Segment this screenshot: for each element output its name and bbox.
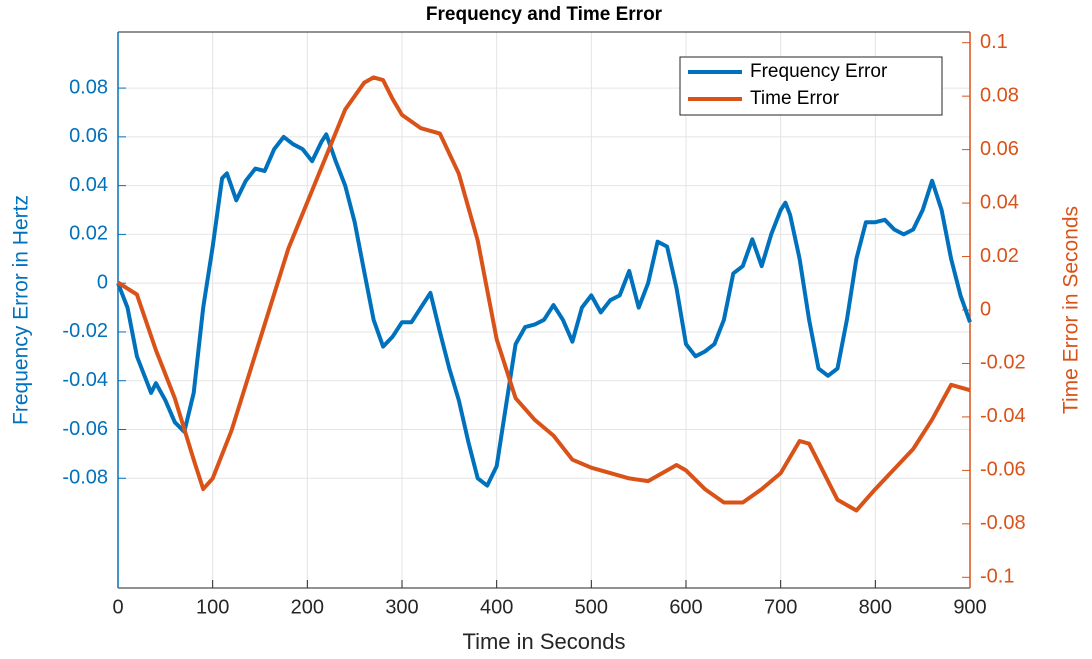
y-tick-label: -0.06 [62, 418, 108, 440]
x-tick-label: 100 [196, 596, 229, 618]
y-tick-label: 0 [97, 271, 108, 293]
y2-tick-label: -0.08 [980, 512, 1026, 534]
data-line [116, 75, 971, 513]
y-tick-label: -0.08 [62, 467, 108, 489]
y2-tick-label: 0.08 [980, 84, 1019, 106]
x-tick-label: 200 [291, 596, 324, 618]
y2-tick-label: 0.04 [980, 191, 1019, 213]
y-tick-label: 0.04 [69, 174, 108, 196]
x-tick-label: 900 [953, 596, 986, 618]
y-tick-label: -0.04 [62, 369, 108, 391]
y2-tick-label: 0 [980, 298, 991, 320]
legend-box [679, 56, 943, 116]
x-tick-label: 600 [669, 596, 702, 618]
y-tick-label: 0.08 [69, 76, 108, 98]
y-tick-label: 0.06 [69, 125, 108, 147]
y2-tick-label: -0.04 [980, 405, 1026, 427]
y2-tick-label: -0.1 [980, 566, 1014, 588]
y2-tick-label: -0.06 [980, 459, 1026, 481]
y-tick-label: -0.02 [62, 320, 108, 342]
legend-label: Frequency Error [750, 61, 888, 82]
y-tick-label: 0.02 [69, 223, 108, 245]
y2-tick-label: -0.02 [980, 352, 1026, 374]
x-tick-label: 0 [112, 596, 123, 618]
x-tick-label: 800 [859, 596, 892, 618]
x-tick-label: 500 [575, 596, 608, 618]
chart-title: Frequency and Time Error [426, 4, 663, 25]
y2-tick-label: 0.1 [980, 31, 1008, 53]
x-axis-label: Time in Seconds [462, 629, 625, 654]
x-tick-label: 700 [764, 596, 797, 618]
x-tick-label: 400 [480, 596, 513, 618]
x-tick-label: 300 [385, 596, 418, 618]
y2-axis-label: Time Error in Seconds [1060, 206, 1083, 414]
data-line [116, 132, 972, 488]
y2-tick-label: 0.02 [980, 245, 1019, 267]
y2-tick-label: 0.06 [980, 138, 1019, 160]
y-axis-label: Frequency Error in Hertz [10, 195, 33, 425]
legend-label: Time Error [750, 88, 840, 109]
